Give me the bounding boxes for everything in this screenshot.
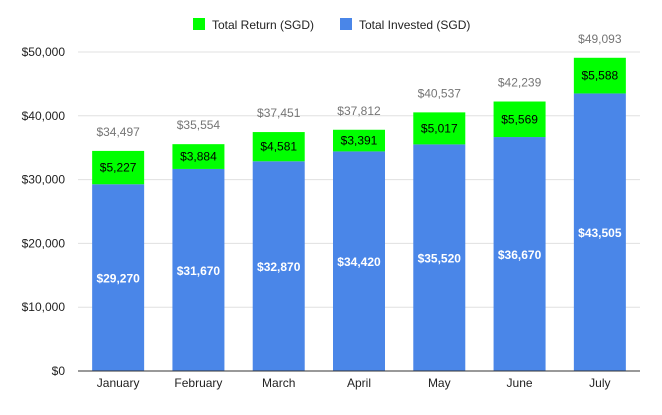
- data-label-total-invested: $43,505: [578, 226, 622, 240]
- y-tick-label: $50,000: [22, 45, 66, 59]
- y-tick-label: $30,000: [22, 173, 66, 187]
- data-label-total-return: $5,588: [582, 69, 619, 83]
- x-tick-label: June: [507, 376, 533, 390]
- bar-total-invested: [92, 184, 145, 371]
- legend-label: Total Invested (SGD): [359, 18, 470, 32]
- bar-total-invested: [493, 137, 546, 371]
- data-label-total-invested: $34,420: [337, 255, 381, 269]
- bar-total-return: [493, 101, 546, 138]
- data-label-total: $42,239: [498, 76, 542, 90]
- data-label-total: $35,554: [177, 118, 221, 132]
- data-label-total: $37,812: [337, 104, 381, 118]
- bar-total-invested: [252, 161, 305, 371]
- y-axis: $0 $10,000 $20,000 $30,000 $40,000 $50,000: [22, 45, 66, 378]
- data-label-total: $40,537: [418, 86, 462, 100]
- x-tick-label: May: [428, 376, 451, 390]
- bar-total-return: [333, 129, 385, 152]
- data-label-total: $37,451: [257, 106, 301, 120]
- data-label-total-invested: $29,270: [96, 272, 140, 286]
- bar-total-return: [172, 144, 225, 169]
- x-tick-label: March: [262, 376, 295, 390]
- y-tick-label: $10,000: [22, 300, 66, 314]
- y-tick-label: $40,000: [22, 109, 66, 123]
- bars: [92, 57, 626, 371]
- data-label-total: $49,093: [578, 32, 622, 46]
- bar-total-return: [413, 112, 466, 145]
- bar-total-invested: [333, 151, 385, 371]
- x-tick-label: January: [97, 376, 140, 390]
- bar-total-return: [252, 132, 305, 162]
- x-tick-label: April: [347, 376, 371, 390]
- data-label-total-invested: $31,670: [177, 264, 221, 278]
- x-tick-label: July: [589, 376, 610, 390]
- data-label-total-return: $5,017: [421, 121, 458, 135]
- x-tick-label: February: [174, 376, 222, 390]
- data-label-total-invested: $32,870: [257, 260, 301, 274]
- x-axis: January February March April May June July: [78, 370, 640, 390]
- bar-total-return: [92, 150, 145, 185]
- data-label-total-return: $3,391: [341, 134, 378, 148]
- bar-total-invested: [172, 168, 225, 371]
- data-label-total-return: $3,884: [180, 150, 217, 164]
- data-label-total: $34,497: [96, 125, 140, 139]
- legend-swatch: [340, 18, 352, 30]
- data-label-total-return: $5,227: [100, 161, 137, 175]
- bar-total-invested: [573, 93, 626, 371]
- data-label-total-invested: $36,670: [498, 248, 542, 262]
- y-tick-label: $0: [52, 364, 66, 378]
- bar-total-invested: [413, 144, 466, 371]
- data-labels: $29,270 $5,227 $34,497 $31,670 $3,884 $35,554…: [96, 32, 621, 286]
- legend-label: Total Return (SGD): [212, 18, 314, 32]
- data-label-total-return: $5,569: [501, 112, 538, 126]
- legend: Total Return (SGD) Total Invested (SGD): [193, 18, 470, 32]
- legend-swatch: [193, 18, 205, 30]
- bar-total-return: [573, 57, 626, 94]
- y-tick-label: $20,000: [22, 236, 66, 250]
- data-label-total-invested: $35,520: [418, 252, 462, 266]
- data-label-total-return: $4,581: [260, 140, 297, 154]
